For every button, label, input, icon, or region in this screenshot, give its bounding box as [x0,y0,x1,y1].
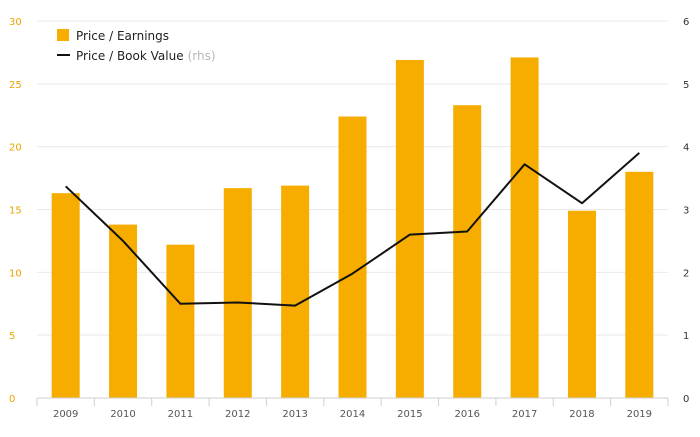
y-left-tick-label: 10 [9,268,22,279]
bar-price-earnings [568,211,596,398]
x-tick-label: 2009 [53,409,78,420]
y-left-tick-label: 5 [9,331,15,342]
x-tick-label: 2011 [168,409,193,420]
legend-label-price-earnings: Price / Earnings [76,29,169,43]
bar-price-earnings [511,57,539,398]
y-left-tick-label: 0 [9,394,15,405]
x-tick-label: 2017 [512,409,537,420]
x-tick-label: 2016 [455,409,480,420]
y-right-tick-label: 3 [683,206,689,217]
y-right-tick-label: 0 [683,394,689,405]
y-right-tick-label: 1 [683,331,689,342]
bar-series [52,57,654,398]
bar-price-earnings [224,188,252,398]
bar-price-earnings [339,117,367,398]
legend-label-price-book-text: Price / Book Value [76,49,184,63]
bar-price-earnings [396,60,424,398]
y-right-tick-label: 2 [683,268,689,279]
bar-price-earnings [453,105,481,398]
x-tick-label: 2018 [569,409,594,420]
bar-price-earnings [166,245,194,398]
y-right-tick-label: 4 [683,143,689,154]
x-tick-label: 2013 [282,409,307,420]
bar-price-earnings [281,186,309,398]
legend-label-price-book: Price / Book Value (rhs) [76,49,216,63]
y-left-tick-label: 25 [9,80,22,91]
x-tick-label: 2014 [340,409,365,420]
legend: Price / Earnings Price / Book Value (rhs) [57,29,216,63]
legend-rhs-suffix: (rhs) [188,49,216,63]
y-right-tick-label: 6 [683,17,689,28]
bar-price-earnings [52,193,80,398]
y-left-tick-label: 30 [9,17,22,28]
y-left-tick-label: 20 [9,143,22,154]
bar-price-earnings [625,172,653,398]
y-left-tick-label: 15 [9,206,22,217]
x-tick-label: 2019 [627,409,652,420]
x-tick-label: 2015 [397,409,422,420]
legend-swatch-price-earnings [57,29,69,41]
x-tick-label: 2012 [225,409,250,420]
y-right-tick-label: 5 [683,80,689,91]
x-tick-label: 2010 [110,409,135,420]
